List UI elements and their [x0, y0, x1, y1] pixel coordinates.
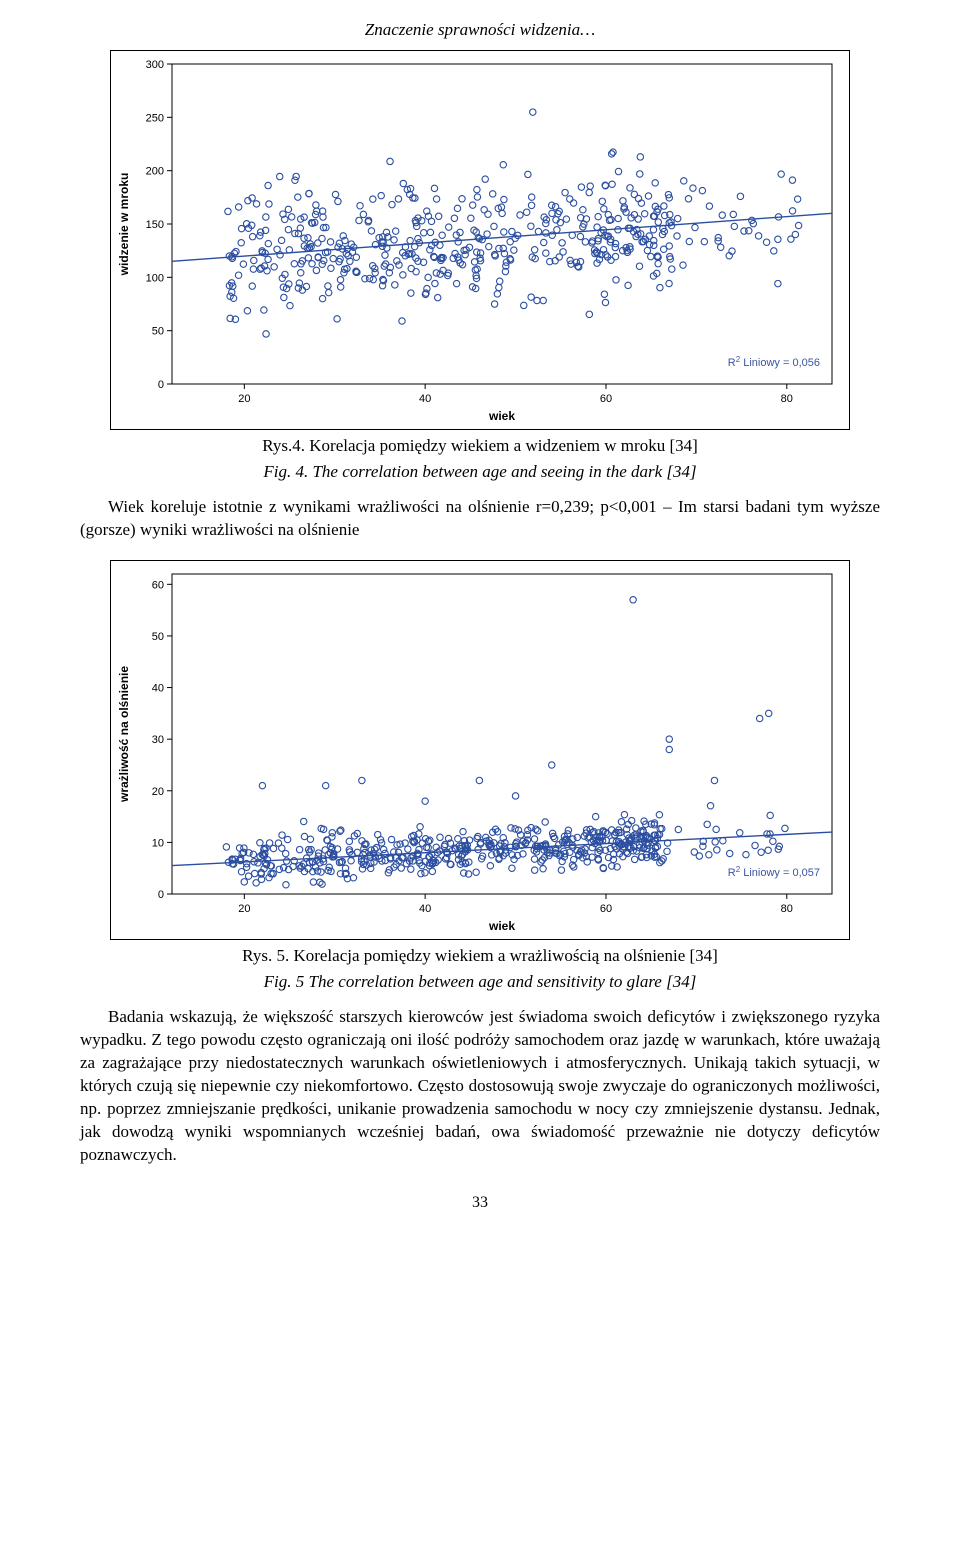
- svg-text:250: 250: [146, 112, 164, 124]
- svg-text:50: 50: [152, 326, 164, 338]
- svg-text:40: 40: [419, 903, 431, 915]
- fig5-caption-pl: Rys. 5. Korelacja pomiędzy wiekiem a wra…: [80, 946, 880, 966]
- svg-text:widzenie w mroku: widzenie w mroku: [117, 173, 131, 277]
- fig4-caption-pl: Rys.4. Korelacja pomiędzy wiekiem a widz…: [80, 436, 880, 456]
- svg-text:20: 20: [238, 393, 250, 405]
- mid-paragraph: Wiek koreluje istotnie z wynikami wrażli…: [80, 496, 880, 542]
- svg-text:50: 50: [152, 631, 164, 643]
- svg-text:150: 150: [146, 219, 164, 231]
- svg-text:300: 300: [146, 59, 164, 71]
- svg-text:40: 40: [419, 393, 431, 405]
- svg-text:30: 30: [152, 734, 164, 746]
- chart-2-scatter: 20 40 60 80 0 10 20 30 40 50 60 wiek wrażliwość na o…: [110, 560, 850, 940]
- svg-text:wrażliwość na olśnienie: wrażliwość na olśnienie: [117, 666, 131, 803]
- fig5-caption-en: Fig. 5 The correlation between age and s…: [80, 972, 880, 992]
- running-head: Znaczenie sprawności widzenia…: [80, 20, 880, 40]
- svg-text:0: 0: [158, 889, 164, 901]
- svg-text:60: 60: [152, 579, 164, 591]
- svg-text:60: 60: [600, 903, 612, 915]
- svg-text:R2 Liniowy = 0,057: R2 Liniowy = 0,057: [728, 865, 820, 879]
- figure-4: 20 40 60 80 0 50 100 150 200 250 300 wiek widzenie w…: [80, 50, 880, 430]
- svg-text:80: 80: [781, 903, 793, 915]
- mid-paragraph-text: Wiek koreluje istotnie z wynikami wrażli…: [80, 496, 880, 542]
- svg-text:60: 60: [600, 393, 612, 405]
- svg-text:0: 0: [158, 379, 164, 391]
- figure-5: 20 40 60 80 0 10 20 30 40 50 60 wiek wrażliwość na o…: [80, 560, 880, 940]
- svg-text:10: 10: [152, 837, 164, 849]
- svg-text:R2 Liniowy = 0,056: R2 Liniowy = 0,056: [728, 355, 820, 369]
- svg-text:80: 80: [781, 393, 793, 405]
- svg-text:100: 100: [146, 272, 164, 284]
- chart-1-scatter: 20 40 60 80 0 50 100 150 200 250 300 wiek widzenie w…: [110, 50, 850, 430]
- svg-text:wiek: wiek: [488, 919, 515, 933]
- svg-text:20: 20: [152, 786, 164, 798]
- page-number: 33: [80, 1194, 880, 1212]
- svg-text:wiek: wiek: [488, 409, 515, 423]
- fig4-caption-en: Fig. 4. The correlation between age and …: [80, 462, 880, 482]
- svg-text:20: 20: [238, 903, 250, 915]
- body-paragraph-text: Badania wskazują, że większość starszych…: [80, 1006, 880, 1167]
- svg-text:200: 200: [146, 166, 164, 178]
- svg-text:40: 40: [152, 682, 164, 694]
- body-paragraph: Badania wskazują, że większość starszych…: [80, 1006, 880, 1167]
